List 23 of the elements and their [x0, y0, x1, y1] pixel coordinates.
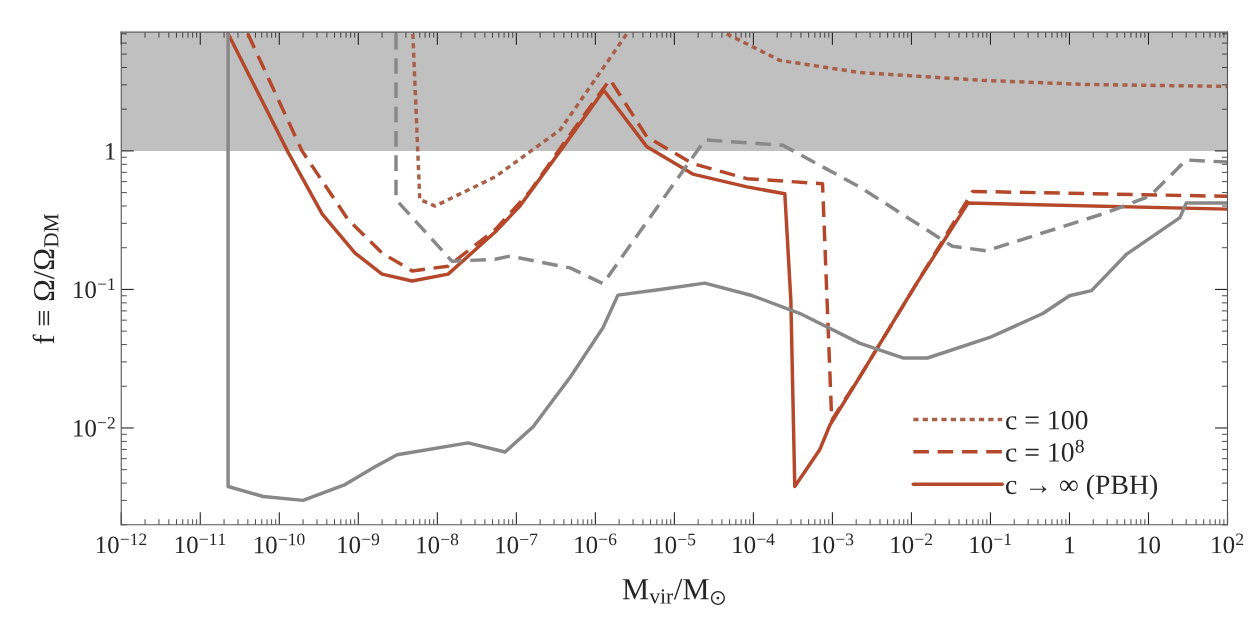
- x-tick-label: 10$^{−3}$: [812, 533, 854, 554]
- y-tick-label: 10$^{−2}$: [74, 416, 115, 437]
- x-tick-label: 10$^{−12}$: [96, 533, 147, 554]
- x-tick-label: 10$^{−6}$: [575, 533, 617, 554]
- legend-label: c = 100: [1006, 410, 1088, 430]
- x-tick-label: 10$^{−5}$: [654, 533, 696, 554]
- x-tick-label: 10: [1138, 536, 1161, 554]
- x-tick-label: 10$^{−9}$: [338, 533, 380, 554]
- y-tick-label: 10$^{−1}$: [74, 278, 115, 299]
- x-tick-label: 10$^{2}$: [1212, 533, 1244, 554]
- legend-label: c = 10$^{8}$: [1006, 439, 1084, 462]
- x-tick-label: 10$^{−10}$: [254, 533, 305, 554]
- x-tick-label: 10$^{−11}$: [175, 533, 226, 554]
- x-tick-label: 10$^{−2}$: [891, 533, 933, 554]
- legend-label: c → ∞ (PBH): [1006, 474, 1158, 500]
- x-tick-label: 10$^{−4}$: [733, 533, 775, 554]
- x-tick-label: 10$^{−7}$: [496, 533, 538, 554]
- x-tick-label: 10$^{−1}$: [970, 533, 1011, 554]
- y-tick-label: 1: [106, 143, 115, 160]
- x-tick-label: 1: [1065, 536, 1075, 554]
- y-axis-title: f ≡ Ω/Ω$_{DM}$: [32, 213, 59, 344]
- x-axis-title: M$_{vir}$/M$_{⊙}$: [622, 579, 725, 606]
- x-tick-label: 10$^{−8}$: [417, 533, 459, 554]
